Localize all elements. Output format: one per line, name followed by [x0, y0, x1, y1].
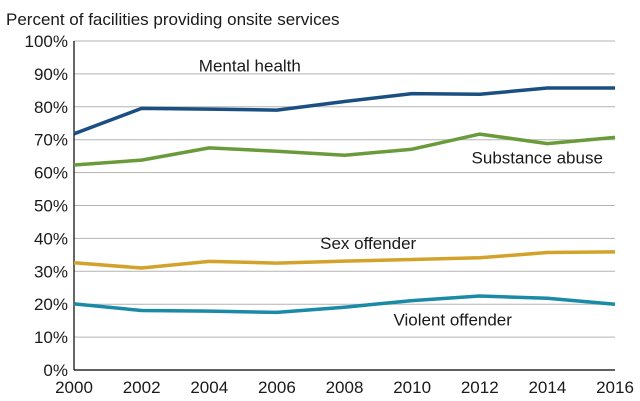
x-tick-label: 2014: [528, 378, 566, 397]
y-tick-label: 80%: [34, 98, 68, 117]
y-axis-tick-labels: 0% 10% 20% 30% 40% 50% 60% 70% 80% 90% 100%: [25, 32, 68, 380]
chart-title: Percent of facilities providing onsite s…: [6, 10, 340, 29]
x-tick-label: 2008: [326, 378, 364, 397]
x-tick-label: 2004: [190, 378, 228, 397]
series-label-sex-offender: Sex offender: [320, 234, 416, 253]
y-tick-label: 0%: [43, 361, 68, 380]
x-tick-label: 2016: [596, 378, 634, 397]
series-line-mental-health: [73, 86, 615, 136]
x-tick-label: 2000: [55, 378, 93, 397]
x-tick-label: 2012: [461, 378, 499, 397]
series-label-mental-health: Mental health: [199, 56, 301, 75]
y-tick-label: 100%: [25, 32, 68, 51]
series-label-violent-offender: Violent offender: [393, 310, 512, 329]
x-tick-label: 2006: [258, 378, 296, 397]
x-axis-tick-labels: 2000 2002 2004 2006 2008 2010 2012 2014 2016: [55, 378, 634, 397]
series-line-violent-offender: [73, 294, 616, 315]
x-tick-label: 2002: [123, 378, 161, 397]
series-label-substance-abuse: Substance abuse: [472, 148, 603, 167]
series-line-substance-abuse: [73, 132, 616, 167]
y-tick-label: 10%: [34, 328, 68, 347]
y-tick-label: 60%: [34, 164, 68, 183]
y-tick-label: 90%: [34, 65, 68, 84]
series-labels: Mental health Substance abuse Sex offender…: [199, 56, 603, 329]
series-lines: [73, 86, 616, 315]
x-tick-label: 2010: [393, 378, 431, 397]
y-tick-label: 50%: [34, 197, 68, 216]
series-line-sex-offender: [73, 250, 616, 270]
gridlines: [74, 40, 615, 338]
y-tick-label: 70%: [34, 131, 68, 150]
y-tick-label: 40%: [34, 229, 68, 248]
y-tick-label: 20%: [34, 295, 68, 314]
y-tick-label: 30%: [34, 262, 68, 281]
